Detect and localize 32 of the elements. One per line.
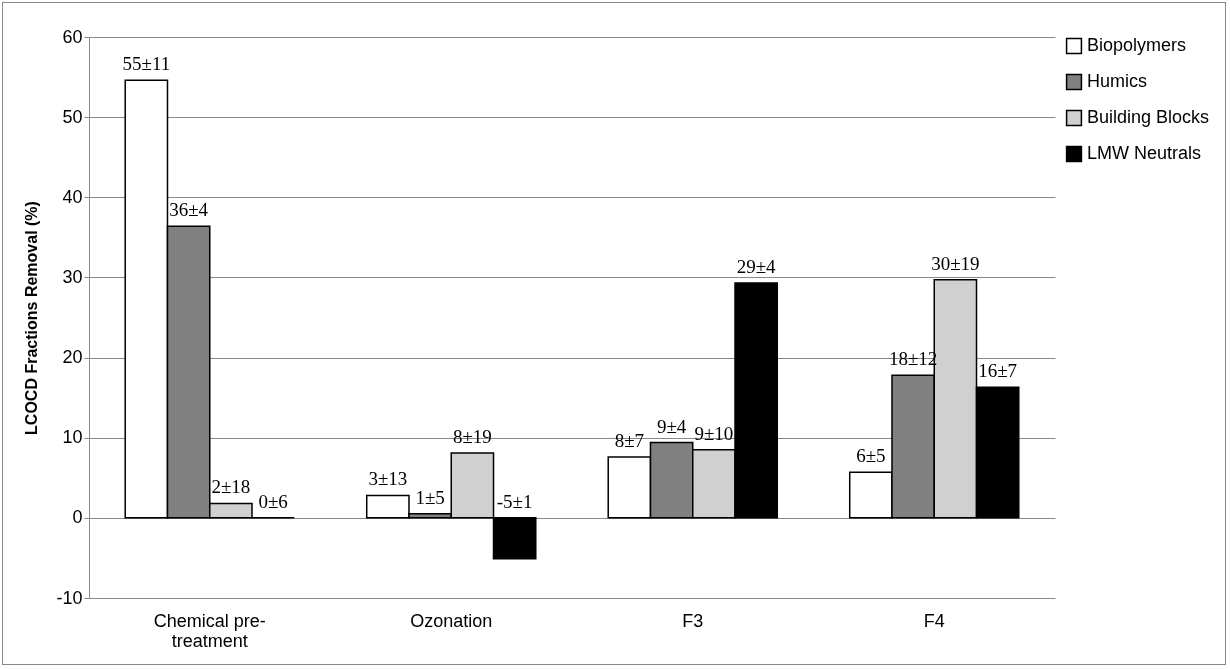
legend-label: Biopolymers — [1087, 35, 1187, 55]
x-tick-label: F3 — [682, 610, 704, 631]
data-label: 1±5 — [415, 486, 445, 508]
data-label: 6±5 — [856, 445, 886, 467]
y-tick-label: -10 — [56, 587, 83, 608]
y-axis-title: LCOCD Fractions Removal (%) — [23, 201, 41, 435]
y-tick-label: 20 — [62, 347, 83, 368]
data-label: 9±4 — [656, 415, 687, 437]
y-tick-label: 60 — [62, 26, 83, 47]
data-label: 30±19 — [931, 252, 980, 274]
data-label: 3±13 — [368, 468, 408, 490]
legend-label: Humics — [1087, 71, 1148, 91]
data-label: 55±11 — [122, 53, 171, 75]
legend-label: LMW Neutrals — [1087, 143, 1202, 163]
y-tick-label: 10 — [62, 427, 83, 448]
y-tick-label: 30 — [62, 266, 83, 287]
x-tick-label: Ozonation — [410, 610, 493, 631]
data-label: 29±4 — [736, 256, 777, 278]
data-label: -5±1 — [496, 490, 533, 512]
x-tick-label: F4 — [923, 610, 945, 631]
data-label: 36±4 — [169, 199, 209, 221]
data-label: 16±7 — [978, 360, 1018, 382]
data-label: 9±10 — [694, 422, 734, 444]
data-label: 8±19 — [452, 425, 492, 447]
y-tick-label: 40 — [62, 186, 83, 207]
y-tick-label: 50 — [62, 106, 83, 127]
data-label: 8±7 — [614, 429, 645, 451]
data-label: 0±6 — [258, 490, 288, 512]
x-tick-label: Chemical pre-treatment — [153, 610, 266, 651]
data-label: 2±18 — [211, 476, 251, 498]
legend-label: Building Blocks — [1087, 107, 1210, 127]
y-tick-label: 0 — [72, 507, 83, 528]
